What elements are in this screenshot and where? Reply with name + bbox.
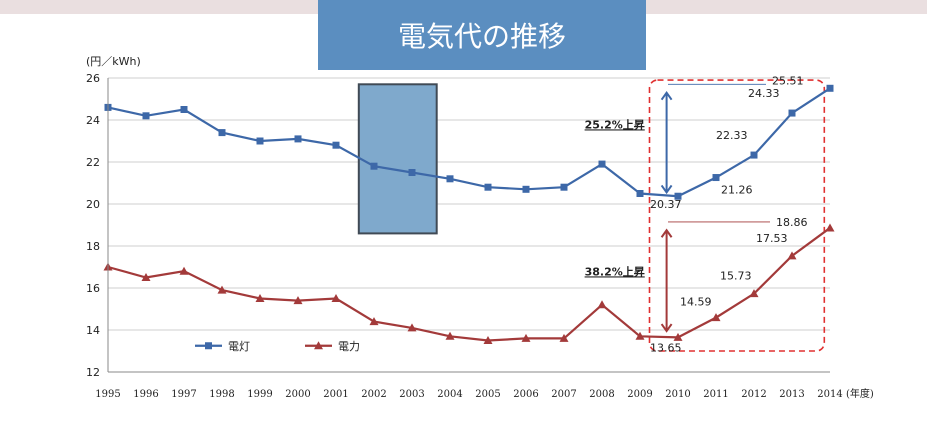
data-label: 15.73	[720, 270, 752, 283]
y-tick-label: 26	[86, 72, 100, 85]
data-point	[597, 300, 607, 309]
x-tick-label: 2006	[513, 389, 538, 400]
data-point	[408, 169, 416, 176]
data-point	[673, 332, 683, 341]
x-tick-label: 2013	[779, 389, 804, 400]
y-tick-label: 24	[86, 114, 100, 127]
x-axis-unit: (年度)	[846, 387, 874, 400]
data-point	[788, 109, 796, 117]
data-point	[484, 183, 492, 191]
x-tick-label: 2002	[361, 389, 386, 400]
data-point	[636, 190, 644, 197]
x-tick-label: 2014	[817, 389, 842, 400]
data-label: 25.51	[772, 74, 804, 87]
annotation-lighting-rise: 25.2%上昇	[585, 117, 645, 131]
data-point	[407, 323, 417, 332]
data-point	[370, 162, 378, 170]
data-point	[445, 331, 455, 340]
data-point	[332, 141, 340, 149]
annotation-power-rise: 38.2%上昇	[585, 264, 645, 278]
data-point	[826, 84, 834, 92]
x-tick-label: 2005	[475, 389, 500, 400]
data-point	[255, 294, 265, 302]
legend-label-power: 電力	[338, 340, 360, 353]
data-label: 17.53	[756, 232, 788, 245]
data-point	[750, 151, 758, 159]
x-tick-label: 2010	[665, 389, 690, 400]
data-point	[331, 294, 341, 302]
data-label: 22.33	[716, 129, 748, 142]
data-point	[560, 183, 568, 191]
series-layer	[103, 84, 835, 344]
data-point	[256, 137, 264, 145]
data-point	[559, 333, 569, 342]
grid-lines	[108, 77, 830, 373]
data-label: 21.26	[721, 184, 753, 197]
x-tick-label: 1996	[133, 389, 158, 400]
data-point	[483, 336, 493, 344]
data-point	[522, 185, 530, 193]
x-tick-label: 2012	[741, 389, 766, 400]
data-point	[635, 331, 645, 340]
data-point	[825, 223, 835, 232]
y-axis-unit: (円／kWh)	[86, 55, 141, 68]
data-point	[293, 296, 303, 305]
arrow-lighting	[660, 90, 673, 195]
data-point	[369, 317, 379, 326]
data-point	[142, 112, 150, 120]
data-point	[446, 175, 454, 183]
axes-layer: 12 14 16 18 20 22 24 26 1995 1996 1997 1998 1999 2000…	[86, 55, 874, 400]
series-line-power	[107, 227, 831, 342]
series-line-lighting	[107, 87, 831, 198]
data-label: 18.86	[776, 216, 808, 229]
data-point	[294, 135, 302, 143]
x-tick-label: 1998	[209, 389, 234, 400]
highlight-box	[357, 83, 438, 235]
data-point	[712, 174, 720, 182]
y-tick-label: 22	[86, 156, 100, 169]
y-tick-label: 20	[86, 198, 100, 211]
y-tick-label: 16	[86, 282, 100, 295]
x-tick-label: 2008	[589, 389, 614, 400]
x-tick-label: 2000	[285, 389, 310, 400]
legend-power: 電力	[305, 340, 360, 353]
data-point	[141, 273, 151, 281]
data-point	[179, 266, 189, 275]
data-point	[218, 129, 226, 137]
x-tick-label: 2003	[399, 389, 424, 400]
data-point	[217, 285, 227, 294]
data-label: 20.37	[650, 198, 682, 211]
chart-title: 電気代の推移	[318, 0, 646, 70]
x-tick-label: 2009	[627, 389, 652, 400]
data-point	[711, 313, 721, 322]
x-tick-label: 2011	[703, 389, 728, 400]
data-label: 13.65	[650, 341, 682, 354]
y-tick-label: 14	[86, 324, 100, 337]
highlight-region	[357, 79, 826, 352]
legend-label-lighting: 電灯	[228, 340, 250, 353]
data-point	[598, 160, 606, 168]
legend-lighting: 電灯	[195, 340, 250, 353]
y-tick-label: 18	[86, 240, 100, 253]
x-tick-label: 2007	[551, 389, 576, 400]
data-point	[180, 106, 188, 113]
data-point	[787, 251, 797, 260]
x-tick-label: 1997	[171, 389, 196, 400]
x-tick-label: 1995	[95, 389, 120, 400]
arrow-power	[660, 228, 673, 333]
data-label: 24.33	[748, 87, 780, 100]
x-tick-label: 2004	[437, 389, 462, 400]
data-point	[521, 333, 531, 342]
x-tick-label: 2001	[323, 389, 348, 400]
data-point	[749, 289, 759, 298]
data-label: 14.59	[680, 296, 712, 309]
data-point	[674, 192, 682, 200]
x-tick-label: 1999	[247, 389, 272, 400]
y-tick-label: 12	[86, 366, 100, 379]
